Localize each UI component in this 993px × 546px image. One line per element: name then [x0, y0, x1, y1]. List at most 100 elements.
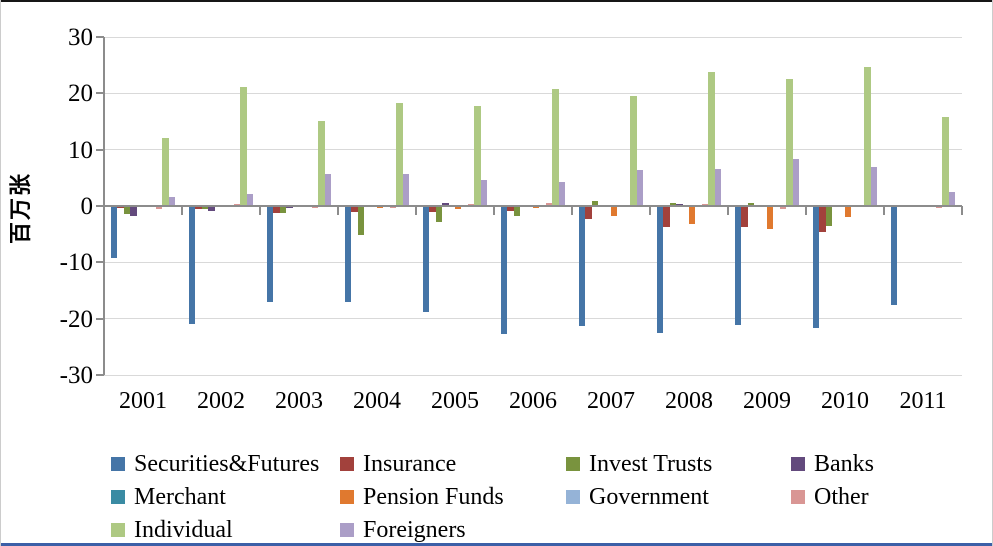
x-axis-category-label: 2002 [197, 388, 245, 414]
bar [558, 181, 565, 206]
bar [189, 206, 196, 325]
x-axis-category-label: 2004 [353, 388, 401, 414]
bar [533, 206, 540, 209]
bar [155, 206, 163, 210]
bar [891, 206, 898, 306]
bar [591, 200, 599, 206]
bottom-border-rule [1, 543, 992, 546]
gridline [104, 374, 962, 376]
legend-label: Pension Funds [363, 483, 504, 510]
legend-swatch [111, 522, 125, 537]
bar [813, 206, 820, 329]
bar [864, 66, 871, 206]
bar [429, 206, 436, 212]
bar [467, 203, 475, 206]
legend-item: Merchant [111, 485, 340, 509]
x-axis-category-label: 2001 [119, 388, 167, 414]
y-axis-tick [96, 374, 104, 376]
gridline [104, 36, 962, 38]
bar [351, 206, 358, 212]
y-axis-tick [96, 317, 104, 320]
y-axis-tick-label: -30 [59, 362, 93, 389]
legend-swatch [791, 489, 805, 504]
bar [162, 137, 169, 206]
bar [792, 159, 799, 206]
legend-label: Government [589, 483, 709, 510]
bar [636, 169, 643, 206]
bar [779, 206, 787, 209]
legend-label: Foreigners [363, 516, 466, 543]
legend-swatch [566, 489, 580, 504]
bar [318, 120, 325, 206]
x-axis-category-label: 2010 [821, 388, 869, 414]
x-axis-tick [259, 206, 261, 215]
bar [657, 206, 664, 334]
bar [507, 206, 514, 211]
y-axis-tick-label: -20 [59, 305, 93, 333]
y-axis-tick [96, 92, 104, 95]
bar [279, 206, 287, 213]
bar [267, 206, 274, 302]
legend-swatch [111, 489, 125, 504]
bar [669, 202, 677, 206]
bar [948, 192, 955, 206]
x-axis-tick [961, 206, 963, 215]
bar [663, 206, 670, 228]
legend-item: Securities&Futures [111, 452, 340, 476]
legend-label: Securities&Futures [134, 450, 320, 477]
bar [273, 206, 280, 213]
bar [579, 206, 586, 326]
bar [455, 206, 462, 209]
legend-swatch [111, 456, 125, 471]
legend-label: Individual [134, 516, 233, 543]
bar [435, 206, 443, 223]
bar [324, 173, 331, 206]
bar [345, 206, 352, 302]
y-axis-tick [96, 148, 104, 151]
bar [786, 79, 793, 206]
legend-swatch [566, 456, 580, 471]
gridline [104, 318, 962, 320]
bar [240, 86, 247, 206]
legend-item: Other [791, 485, 874, 509]
x-axis-category-label: 2011 [899, 388, 947, 414]
y-axis-tick-label: 20 [68, 80, 93, 108]
bar [701, 203, 709, 206]
legend-swatch [340, 522, 354, 537]
legend-label: Merchant [134, 483, 226, 510]
gridline [104, 149, 962, 151]
x-axis-category-label: 2009 [743, 388, 791, 414]
y-axis-tick [96, 36, 104, 38]
bar [714, 169, 721, 206]
y-axis-tick-label: 0 [80, 193, 94, 220]
bar [442, 203, 449, 206]
bar [111, 206, 118, 259]
x-axis-category-label: 2006 [509, 388, 557, 414]
legend: Securities&Futures Insurance Invest Trusts… [111, 447, 874, 546]
legend-swatch [340, 456, 354, 471]
bar [545, 203, 553, 206]
y-axis-tick-label: -10 [59, 249, 93, 277]
bar [208, 206, 215, 211]
bar [501, 206, 508, 335]
bar [585, 206, 592, 219]
bar [123, 206, 131, 214]
x-axis-tick [883, 206, 885, 215]
bar [942, 116, 949, 206]
x-axis-tick [493, 206, 495, 215]
bar [402, 174, 409, 206]
x-axis-tick [181, 206, 183, 215]
y-axis-tick [96, 261, 104, 264]
legend-item: Banks [791, 452, 874, 476]
bar [825, 206, 833, 227]
bar [246, 194, 253, 206]
bar [767, 206, 774, 229]
legend-label: Banks [814, 450, 874, 477]
legend-label: Insurance [363, 450, 457, 477]
gridline [104, 261, 962, 263]
legend-item: Invest Trusts [566, 452, 791, 476]
top-border-rule [1, 0, 992, 2]
legend-item: Foreigners [340, 518, 566, 542]
x-axis-category-label: 2005 [431, 388, 479, 414]
